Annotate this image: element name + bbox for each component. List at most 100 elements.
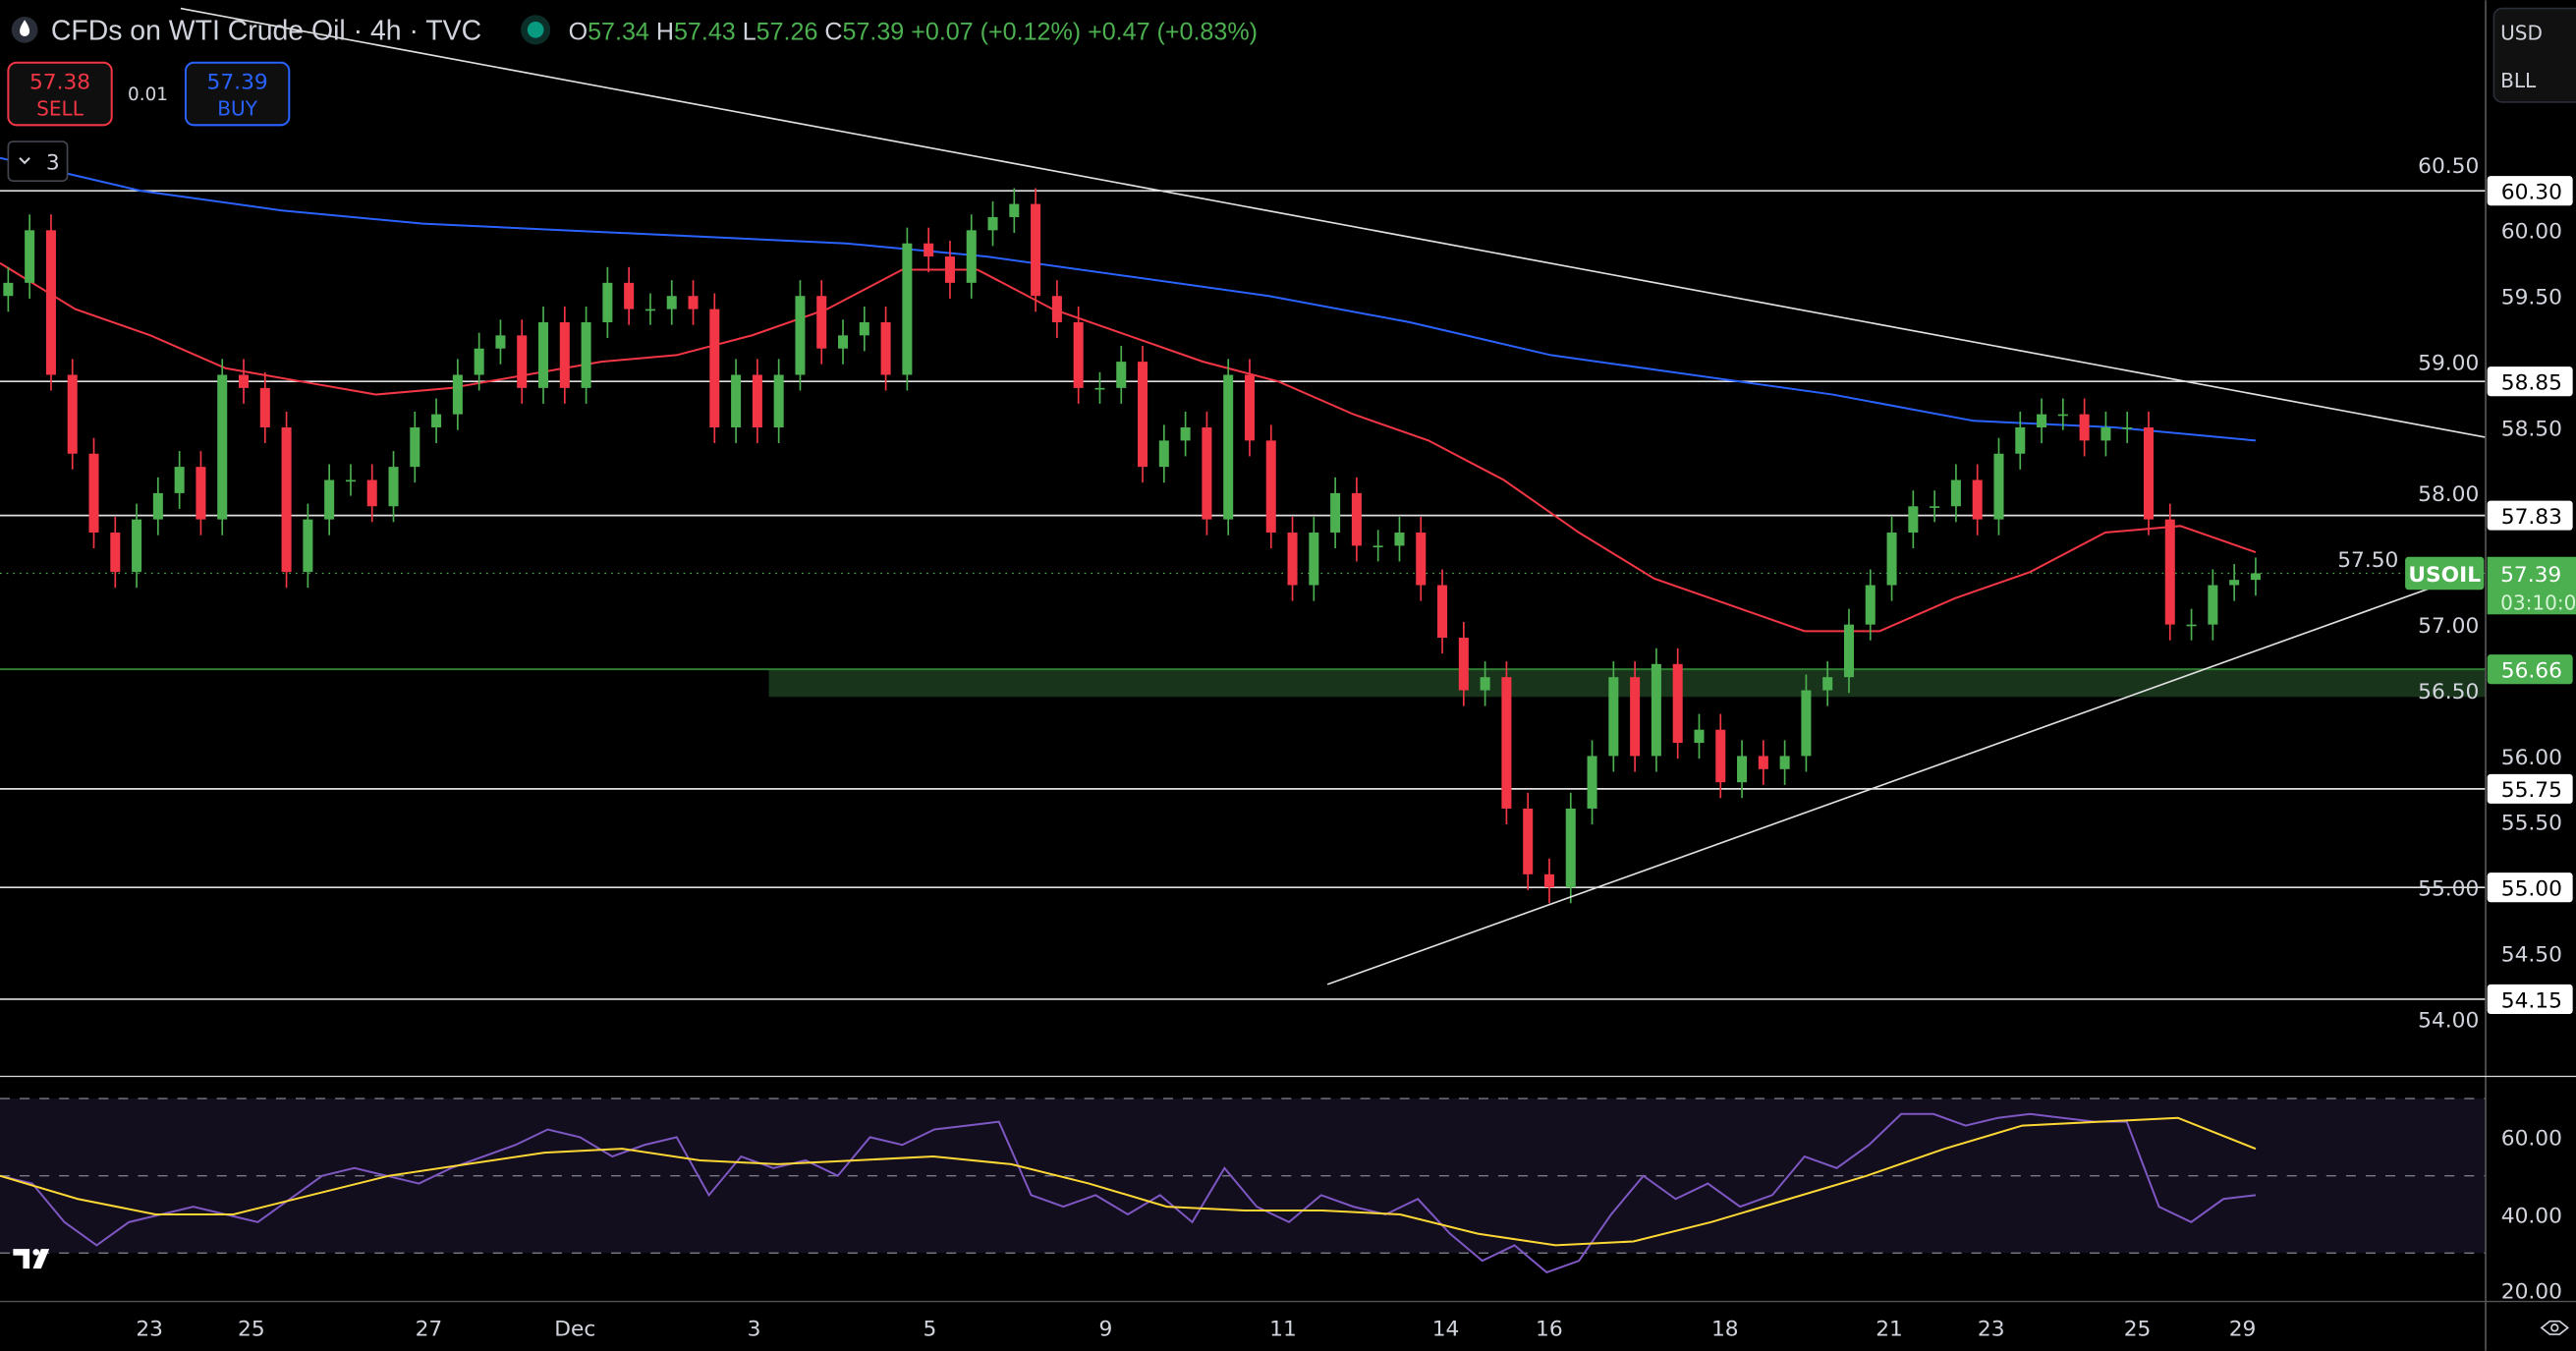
candle-body <box>1309 533 1319 586</box>
candle <box>1330 477 1341 549</box>
price-tick-label: 59.00 <box>2418 351 2479 375</box>
level-label-bg <box>2487 366 2573 397</box>
tradingview-logo[interactable] <box>13 1249 50 1269</box>
candle <box>1094 371 1105 404</box>
candle-body <box>966 230 977 283</box>
candle <box>132 503 142 589</box>
price-axis[interactable]: 60.30 58.85 57.83 55.75 55.00 54.15 56.66 USOIL… <box>2337 154 2576 1304</box>
candle <box>1694 713 1705 760</box>
time-tick-label: 21 <box>1876 1318 1903 1342</box>
sell-price: 57.38 <box>29 71 90 95</box>
descending-trendline[interactable] <box>180 7 2487 438</box>
candle <box>795 280 806 391</box>
trendlines[interactable] <box>180 7 2487 985</box>
candle <box>688 280 699 325</box>
candle-body <box>1458 638 1469 691</box>
candle <box>1244 359 1255 457</box>
candle <box>410 411 420 483</box>
candle-body <box>559 321 570 388</box>
candle <box>1138 346 1148 483</box>
candle <box>88 437 99 549</box>
symbol-title: CFDs on WTI Crude Oil · 4h · TVC <box>51 15 481 46</box>
level-label-bg <box>2487 873 2573 903</box>
candle <box>538 306 549 404</box>
candle <box>624 266 635 325</box>
candle <box>1587 740 1597 825</box>
candle-body <box>45 230 56 375</box>
candle <box>1758 740 1768 785</box>
candle <box>345 464 356 496</box>
sell-button[interactable]: 57.38 SELL <box>7 61 113 127</box>
support-zone[interactable] <box>768 669 2487 698</box>
candle-body <box>1694 729 1705 744</box>
candle <box>217 359 228 535</box>
time-tick-label: 18 <box>1711 1318 1739 1342</box>
buy-button[interactable]: 57.39 BUY <box>184 61 291 127</box>
oil-drop-icon <box>20 20 30 37</box>
candle <box>495 319 506 365</box>
candle <box>2037 398 2047 444</box>
ascending-trendline[interactable] <box>1326 581 2448 985</box>
candle <box>559 306 570 404</box>
price-tick-label: 59.50 <box>2501 286 2562 310</box>
candle <box>1908 490 1919 549</box>
candle <box>1930 490 1940 523</box>
chevron-down-icon <box>19 157 30 165</box>
candle <box>110 516 121 589</box>
candle-body <box>1287 533 1298 586</box>
time-tick-label: 16 <box>1536 1318 1563 1342</box>
candle <box>1630 661 1641 772</box>
candle-body <box>1972 479 1983 520</box>
candle-body <box>2186 624 2197 627</box>
horizontal-levels <box>0 190 2487 1000</box>
support-label-bg <box>2487 654 2573 685</box>
candles <box>3 188 2261 904</box>
moving-averages <box>0 156 2257 633</box>
candle <box>2015 411 2026 470</box>
candle-body <box>924 243 934 257</box>
candle <box>1309 516 1319 601</box>
candle <box>1672 647 1683 760</box>
symbol-header[interactable]: CFDs on WTI Crude Oil · 4h · TVC O57.34 … <box>11 15 1258 46</box>
rsi-pane[interactable] <box>0 1098 2487 1274</box>
time-tick-label: 3 <box>748 1318 761 1342</box>
high-value: 57.43 <box>674 18 736 45</box>
candle-body <box>1715 729 1726 783</box>
currency-unit-selector[interactable]: USD BLL <box>2492 7 2576 103</box>
rsi-ma-line <box>0 1116 2257 1247</box>
candle <box>25 214 35 299</box>
candle-body <box>388 467 399 507</box>
market-open-icon[interactable] <box>527 21 544 38</box>
symbol-tag: USOIL <box>2408 563 2481 588</box>
price-tick-label: 60.00 <box>2501 220 2562 245</box>
time-tick-label: 23 <box>1978 1318 2005 1342</box>
price-tick-label: 54.50 <box>2501 942 2562 967</box>
candle <box>1715 713 1726 799</box>
spread-value: 0.01 <box>128 84 168 105</box>
candle <box>2208 569 2218 641</box>
candle-body <box>366 479 377 507</box>
candle <box>1202 411 1212 535</box>
candle <box>666 280 677 325</box>
candle <box>2079 398 2090 457</box>
indicators-collapse-button[interactable]: 3 <box>7 141 69 183</box>
candle <box>2229 564 2240 601</box>
time-axis[interactable]: 23 25 27 Dec 3 5 9 11 14 16 18 21 23 25 29 <box>136 1318 2256 1342</box>
candle-body <box>1608 677 1619 757</box>
candle-body <box>110 533 121 573</box>
candle-body <box>1630 677 1641 757</box>
candle <box>1158 424 1169 483</box>
candle-body <box>132 519 142 573</box>
settings-button[interactable] <box>2540 1320 2569 1335</box>
candle-body <box>1223 374 1234 520</box>
settings-icon <box>2550 1323 2559 1332</box>
candle <box>1993 437 2004 535</box>
candle-body <box>452 374 463 415</box>
candle <box>1972 464 1983 535</box>
candle-body <box>859 321 869 336</box>
rsi-tick-label: 60.00 <box>2501 1127 2562 1152</box>
candle <box>1523 792 1534 890</box>
candle-body <box>773 374 784 427</box>
candle-body <box>880 321 891 375</box>
